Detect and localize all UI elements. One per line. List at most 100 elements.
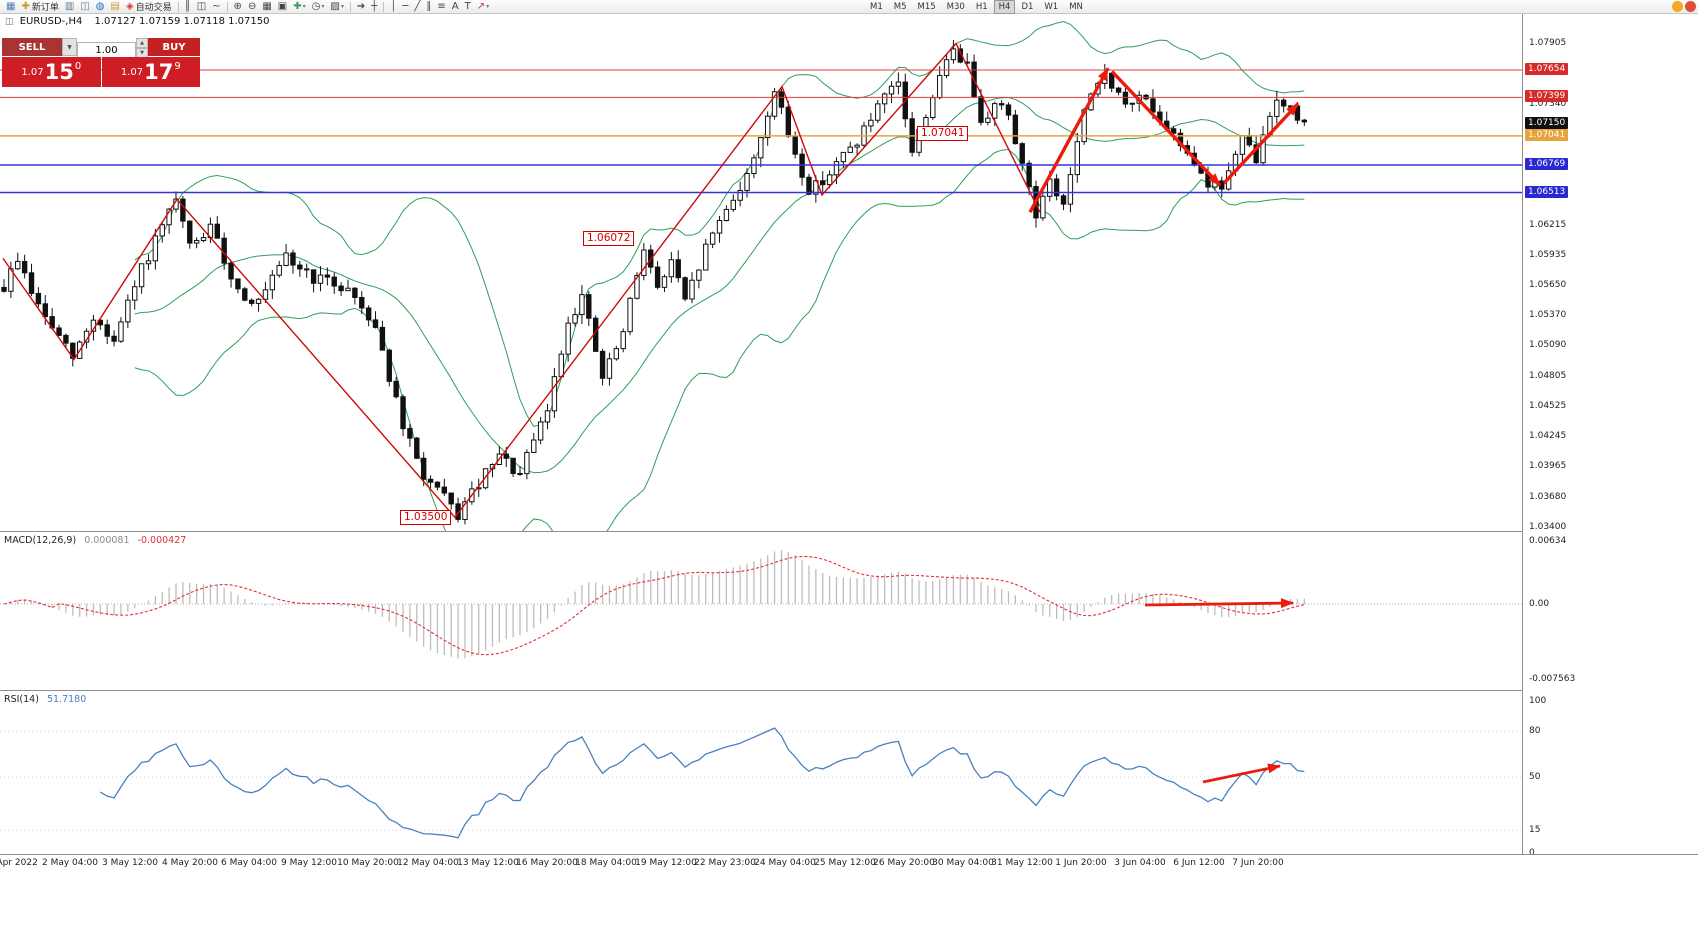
arrows-button[interactable]: ↗ ▾ [475, 1, 491, 13]
symbol-title: EURUSD-,H4 [19, 16, 83, 27]
market-watch-button[interactable]: ▥ [63, 1, 76, 13]
community-icon[interactable] [1685, 1, 1696, 12]
candlestick-chart-button[interactable]: ◫ [195, 1, 208, 13]
date-label: 24 May 04:00 [754, 858, 816, 868]
periods-button[interactable]: ◷ ▾ [310, 1, 327, 13]
price-tick: 1.05935 [1529, 249, 1567, 260]
timeframe-m5[interactable]: M5 [893, 2, 907, 12]
date-label: 31 May 12:00 [991, 858, 1053, 868]
horizontal-line-button[interactable]: ─ [400, 1, 410, 13]
macd-axis-tick: -0.007563 [1529, 674, 1576, 685]
buy-price-button[interactable]: 1.07 17 9 [101, 57, 200, 87]
sell-button[interactable]: SELL [2, 38, 62, 56]
text-label-icon: T [464, 0, 471, 12]
charts-button[interactable]: ▦ [4, 1, 17, 13]
fibonacci-icon: ≡ [437, 0, 446, 12]
date-label: 22 May 23:00 [694, 858, 756, 868]
trendline-button[interactable]: ╱ [412, 1, 422, 13]
cursor-button[interactable]: ➔ [355, 1, 367, 13]
autotrading-button-label: 自动交易 [135, 3, 172, 13]
data-window-button[interactable]: ◫ [78, 1, 91, 13]
toolbar: ▦ ✚ 新订单 ▥ ◫ ◍ ▤ ◈ 自动交易 ║ ◫ ~ ⊕ ⊖ ▦ ▣ ✚ ▾ ◷ ▾ ▨ ▾ ➔ ┼ │ ─ ╱ ∥ ≡ A T ↗ ▾ M… [0, 0, 1698, 14]
price-tick: 1.05090 [1529, 340, 1567, 351]
timeframe-m30[interactable]: M30 [946, 2, 965, 12]
zigzag-line [2, 42, 1041, 519]
chevron-down-icon: ▾ [302, 3, 306, 10]
date-label: 3 Jun 04:00 [1114, 858, 1166, 868]
corner-icons [1672, 1, 1696, 12]
channel-icon: ∥ [426, 0, 432, 12]
zoom-out-icon: ⊖ [247, 0, 257, 12]
price-tick: 1.05650 [1529, 280, 1567, 291]
price-scale[interactable]: 1.07905 1.07340 1.06215 1.05935 1.05650 1.053… [1523, 0, 1698, 858]
macd-panel-canvas[interactable] [0, 532, 1522, 690]
market-watch-icon: ▥ [64, 0, 75, 12]
rsi-axis-tick: 15 [1529, 825, 1541, 836]
macd-signal-value: -0.000427 [137, 535, 187, 546]
volume-stepper[interactable]: ▲ ▼ [136, 38, 148, 58]
bar-chart-button[interactable]: ║ [183, 1, 193, 13]
time-scale[interactable]: 29 Apr 2022 2 May 04:00 3 May 12:00 4 May 2… [0, 854, 1698, 871]
line-chart-button[interactable]: ~ [210, 1, 222, 13]
timeframe-bar: M1 M5 M15 M30 H1 H4 D1 W1 MN [865, 0, 1088, 14]
help-icon[interactable] [1672, 1, 1683, 12]
rsi-axis-tick: 80 [1529, 726, 1541, 737]
zoom-in-icon: ⊕ [233, 0, 242, 12]
sell-price-button[interactable]: 1.07 15 0 [2, 57, 101, 87]
timeframe-d1[interactable]: D1 [1021, 2, 1034, 12]
templates-button[interactable]: ▨ ▾ [328, 1, 345, 13]
toolbar-separator [383, 1, 385, 12]
new-order-button[interactable]: ✚ 新订单 [19, 1, 60, 13]
terminal-icon: ▤ [110, 0, 120, 12]
autotrading-button[interactable]: ◈ 自动交易 [124, 1, 174, 13]
vertical-line-button[interactable]: │ [388, 1, 398, 13]
timeframe-m15[interactable]: M15 [917, 2, 936, 12]
price-annotation[interactable]: 1.06072 [583, 231, 635, 246]
rsi-panel-canvas[interactable] [0, 691, 1522, 854]
terminal-button[interactable]: ▤ [109, 1, 122, 13]
timeframe-mn[interactable]: MN [1069, 2, 1083, 12]
arrow-objects-icon: ↗ [476, 0, 486, 12]
toolbar-separator [177, 1, 179, 12]
date-label: 16 May 20:00 [516, 858, 578, 868]
date-label: 13 May 12:00 [457, 858, 519, 868]
sell-price-pip: 0 [74, 60, 82, 72]
tile-windows-icon: ▦ [262, 0, 272, 12]
price-badge: 1.06769 [1525, 158, 1569, 171]
timeframe-h1[interactable]: H1 [975, 2, 988, 12]
trendline-icon: ╱ [414, 0, 421, 12]
zoom-in-button[interactable]: ⊕ [232, 1, 244, 13]
price-annotation[interactable]: 1.03500 [400, 510, 452, 525]
price-badge: 1.07654 [1525, 62, 1569, 75]
autotrading-icon: ◈ [125, 0, 134, 12]
buy-button[interactable]: BUY [148, 38, 200, 56]
text-button[interactable]: A [450, 1, 461, 13]
timeframe-m1[interactable]: M1 [870, 2, 883, 12]
volume-dropdown-icon[interactable]: ▼ [62, 38, 77, 56]
rsi-axis-tick: 0 [1529, 848, 1535, 858]
timeframe-w1[interactable]: W1 [1044, 2, 1059, 12]
arrange-button[interactable]: ▣ [276, 1, 289, 13]
price-tick: 1.03965 [1529, 461, 1567, 472]
zoom-out-button[interactable]: ⊖ [246, 1, 258, 13]
label-button[interactable]: T [463, 1, 473, 13]
price-tick: 1.06215 [1529, 219, 1567, 230]
rsi-panel-separator[interactable] [0, 690, 1698, 691]
tile-windows-button[interactable]: ▦ [260, 1, 273, 13]
date-label: 6 May 04:00 [221, 858, 277, 868]
price-annotation[interactable]: 1.07041 [917, 126, 969, 141]
fibonacci-button[interactable]: ≡ [435, 1, 447, 13]
macd-panel-separator[interactable] [0, 531, 1698, 532]
crosshair-button[interactable]: ┼ [369, 1, 379, 13]
indicators-button[interactable]: ✚ ▾ [291, 1, 307, 13]
chevron-down-icon: ▾ [486, 3, 490, 10]
channel-button[interactable]: ∥ [424, 1, 433, 13]
navigator-button[interactable]: ◍ [94, 1, 107, 13]
timeframe-h4[interactable]: H4 [993, 0, 1016, 14]
sell-price-big: 15 [44, 59, 74, 84]
price-chart-canvas[interactable] [0, 14, 1522, 532]
candlestick-chart-icon: ◫ [196, 0, 207, 12]
arrange-windows-icon: ▣ [277, 0, 288, 12]
spin-up-icon[interactable]: ▲ [136, 38, 148, 48]
